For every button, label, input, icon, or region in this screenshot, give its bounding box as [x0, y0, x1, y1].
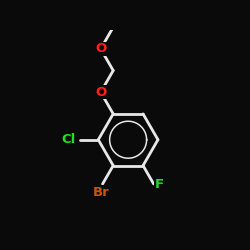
Text: O: O [95, 42, 106, 55]
Text: F: F [155, 178, 164, 192]
Text: O: O [95, 86, 106, 99]
Text: Cl: Cl [61, 133, 76, 146]
Text: Br: Br [93, 186, 110, 198]
